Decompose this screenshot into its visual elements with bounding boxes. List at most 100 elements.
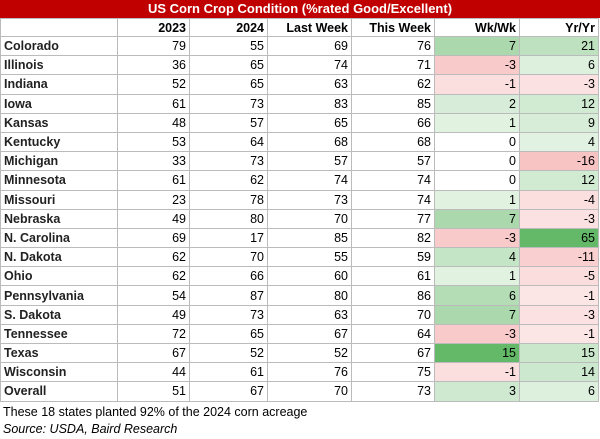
state-cell: Wisconsin (0, 362, 118, 383)
value-cell: 74 (267, 170, 352, 191)
table-row: Illinois 36 65 74 71 -3 6 (0, 55, 599, 76)
table-row: Tennessee 72 65 67 64 -3 -1 (0, 323, 599, 345)
value-cell: 65 (189, 323, 268, 345)
value-cell: 74 (267, 55, 352, 76)
table-row: Kentucky 53 64 68 68 0 4 (0, 131, 599, 153)
change-cell: 0 (434, 151, 520, 172)
value-cell: 67 (117, 342, 190, 364)
state-cell: Overall (0, 381, 118, 402)
value-cell: 73 (189, 93, 268, 114)
value-cell: 55 (267, 247, 352, 268)
table-row: Missouri 23 78 73 74 1 -4 (0, 189, 599, 210)
change-cell: -16 (519, 151, 599, 172)
table-row: Overall 51 67 70 73 3 6 (0, 381, 599, 402)
table-row: Colorado 79 55 69 76 7 21 (0, 35, 599, 57)
change-cell: 6 (519, 55, 599, 76)
change-cell: 15 (434, 342, 520, 364)
change-cell: -3 (519, 208, 599, 229)
value-cell: 63 (267, 74, 352, 95)
value-cell: 77 (351, 208, 435, 229)
change-cell: 9 (519, 112, 599, 133)
state-cell: Colorado (0, 35, 118, 57)
state-cell: N. Carolina (0, 227, 118, 249)
change-cell: -3 (434, 227, 520, 249)
value-cell: 73 (267, 189, 352, 210)
table-body: Colorado 79 55 69 76 7 21 Illinois 36 65 74 71 -3 6 In… (0, 35, 599, 402)
value-cell: 59 (351, 247, 435, 268)
table-row: S. Dakota 49 73 63 70 7 -3 (0, 304, 599, 325)
value-cell: 66 (351, 112, 435, 133)
value-cell: 57 (189, 112, 268, 133)
table-row: Minnesota 61 62 74 74 0 12 (0, 170, 599, 191)
state-cell: Iowa (0, 93, 118, 114)
value-cell: 85 (267, 227, 352, 249)
value-cell: 61 (189, 362, 268, 383)
change-cell: 7 (434, 304, 520, 325)
value-cell: 17 (189, 227, 268, 249)
change-cell: 2 (434, 93, 520, 114)
value-cell: 65 (267, 112, 352, 133)
value-cell: 75 (351, 362, 435, 383)
value-cell: 67 (351, 342, 435, 364)
change-cell: -1 (519, 285, 599, 306)
value-cell: 70 (267, 381, 352, 402)
value-cell: 36 (117, 55, 190, 76)
state-cell: Minnesota (0, 170, 118, 191)
value-cell: 79 (117, 35, 190, 57)
change-cell: -1 (434, 362, 520, 383)
column-header: Last Week (267, 18, 352, 37)
value-cell: 49 (117, 208, 190, 229)
value-cell: 62 (189, 170, 268, 191)
change-cell: 12 (519, 170, 599, 191)
value-cell: 57 (267, 151, 352, 172)
value-cell: 85 (351, 93, 435, 114)
change-cell: -5 (519, 266, 599, 287)
crop-table: 2023 2024 Last Week This Week Wk/Wk Yr/Yr Col… (0, 18, 599, 402)
state-cell: Kentucky (0, 131, 118, 153)
change-cell: 15 (519, 342, 599, 364)
value-cell: 73 (189, 151, 268, 172)
value-cell: 80 (267, 285, 352, 306)
value-cell: 60 (267, 266, 352, 287)
value-cell: 64 (189, 131, 268, 153)
change-cell: 7 (434, 208, 520, 229)
value-cell: 67 (189, 381, 268, 402)
value-cell: 51 (117, 381, 190, 402)
value-cell: 52 (117, 74, 190, 95)
column-header: Wk/Wk (434, 18, 520, 37)
value-cell: 74 (351, 189, 435, 210)
value-cell: 71 (351, 55, 435, 76)
state-cell: Kansas (0, 112, 118, 133)
value-cell: 78 (189, 189, 268, 210)
change-cell: -3 (519, 74, 599, 95)
table-row: Pennsylvania 54 87 80 86 6 -1 (0, 285, 599, 306)
header-row: 2023 2024 Last Week This Week Wk/Wk Yr/Yr (0, 18, 599, 37)
change-cell: 14 (519, 362, 599, 383)
state-cell: Michigan (0, 151, 118, 172)
column-header: 2023 (117, 18, 190, 37)
change-cell: 4 (519, 131, 599, 153)
value-cell: 76 (267, 362, 352, 383)
value-cell: 86 (351, 285, 435, 306)
value-cell: 57 (351, 151, 435, 172)
value-cell: 68 (267, 131, 352, 153)
value-cell: 48 (117, 112, 190, 133)
value-cell: 69 (117, 227, 190, 249)
value-cell: 69 (267, 35, 352, 57)
value-cell: 87 (189, 285, 268, 306)
value-cell: 68 (351, 131, 435, 153)
value-cell: 65 (189, 74, 268, 95)
value-cell: 64 (351, 323, 435, 345)
value-cell: 52 (189, 342, 268, 364)
change-cell: 1 (434, 112, 520, 133)
value-cell: 53 (117, 131, 190, 153)
value-cell: 70 (267, 208, 352, 229)
state-cell: Nebraska (0, 208, 118, 229)
table-row: Texas 67 52 52 67 15 15 (0, 342, 599, 364)
value-cell: 82 (351, 227, 435, 249)
change-cell: 0 (434, 131, 520, 153)
state-cell: S. Dakota (0, 304, 118, 325)
table-row: Ohio 62 66 60 61 1 -5 (0, 266, 599, 287)
change-cell: 3 (434, 381, 520, 402)
